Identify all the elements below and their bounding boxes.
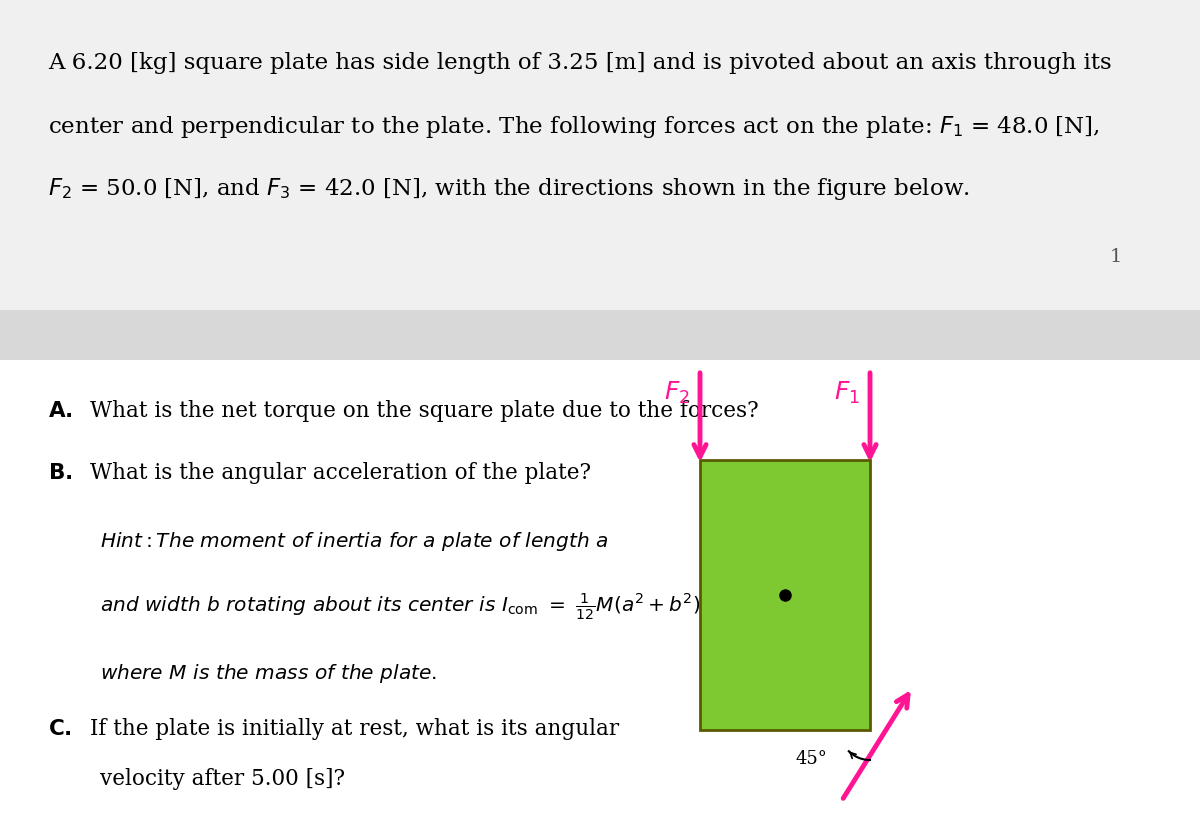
Text: center and perpendicular to the plate. The following forces act on the plate: $F: center and perpendicular to the plate. T…: [48, 114, 1100, 140]
Bar: [700, 460, 870, 730]
Bar: [0, 310, 1200, 360]
Text: $\mathbf{C.}$: $\mathbf{C.}$: [48, 718, 72, 740]
Text: A 6.20 [kg] square plate has side length of 3.25 [m] and is pivoted about an axi: A 6.20 [kg] square plate has side length…: [48, 52, 1111, 74]
Text: What is the net torque on the square plate due to the forces?: What is the net torque on the square pla…: [90, 400, 758, 422]
Text: 45°: 45°: [796, 750, 827, 768]
Text: $\mathit{where\ M\ is\ the\ mass\ of\ the\ plate.}$: $\mathit{where\ M\ is\ the\ mass\ of\ th…: [100, 662, 437, 685]
Text: $\mathit{and\ width\ }$$\mathit{b}$$\mathit{\ rotating\ about\ its\ center\ is\ : $\mathit{and\ width\ }$$\mathit{b}$$\mat…: [100, 592, 707, 622]
Text: $\mathbf{A.}$: $\mathbf{A.}$: [48, 400, 73, 422]
Text: If the plate is initially at rest, what is its angular: If the plate is initially at rest, what …: [90, 718, 619, 740]
Text: $\mathit{Hint: The\ moment\ of\ inertia\ for\ a\ plate\ of\ length\ a}$: $\mathit{Hint: The\ moment\ of\ inertia\…: [100, 530, 608, 553]
Text: $F_2$: $F_2$: [665, 380, 690, 406]
Text: What is the angular acceleration of the plate?: What is the angular acceleration of the …: [90, 462, 592, 484]
Text: $F_1$: $F_1$: [834, 380, 860, 406]
Bar: [0, 360, 1200, 819]
Text: $F_2$ = 50.0 [N], and $F_3$ = 42.0 [N], with the directions shown in the figure : $F_2$ = 50.0 [N], and $F_3$ = 42.0 [N], …: [48, 176, 970, 202]
Text: $\mathbf{B.}$: $\mathbf{B.}$: [48, 462, 72, 484]
Text: velocity after 5.00 [s]?: velocity after 5.00 [s]?: [100, 768, 346, 790]
Bar: [0, 0, 1200, 325]
Text: 1: 1: [1110, 248, 1122, 266]
